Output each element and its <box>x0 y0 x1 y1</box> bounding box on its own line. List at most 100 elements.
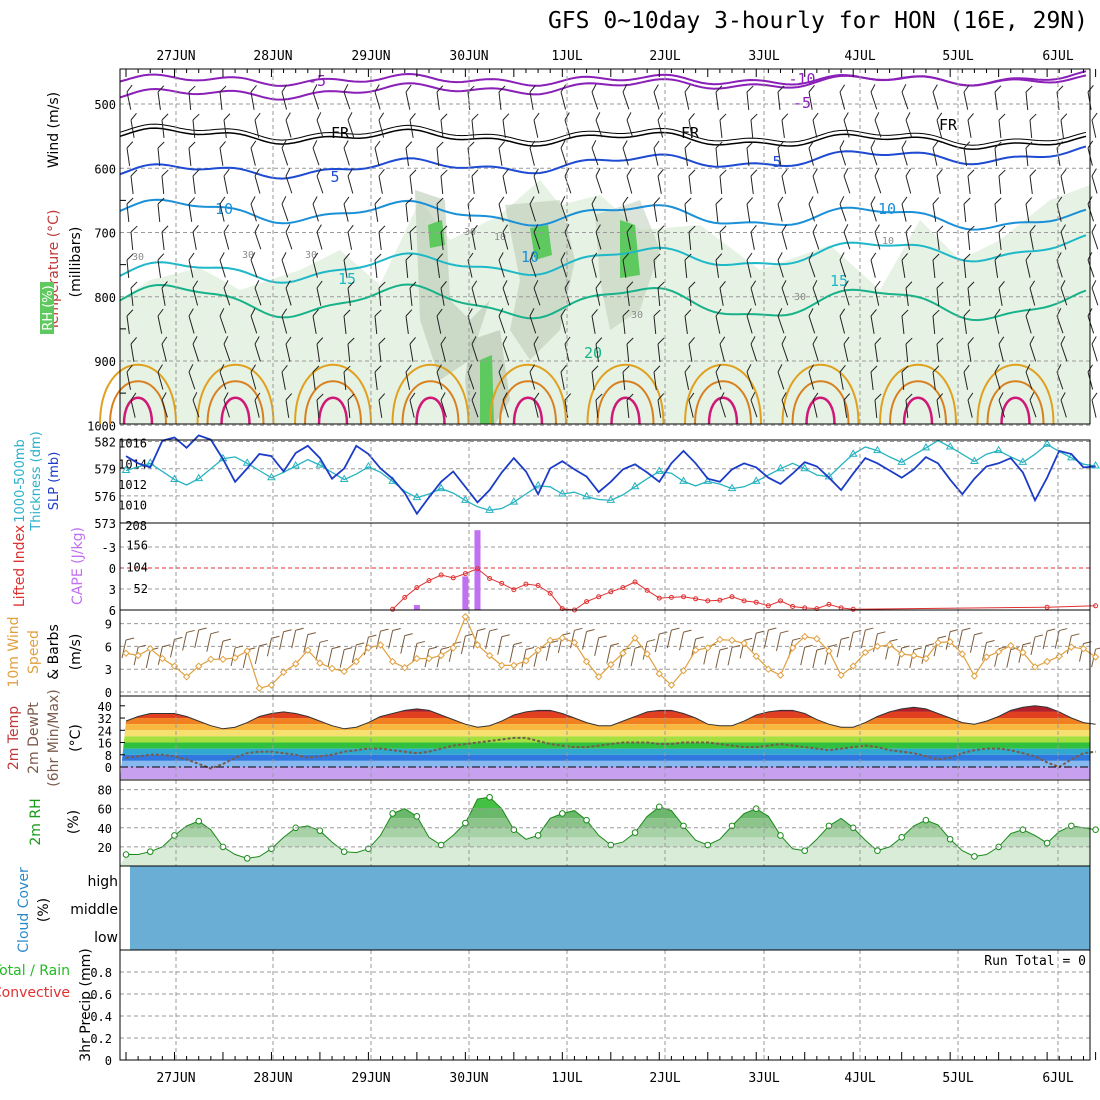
upper-wind-barb <box>657 337 665 362</box>
wind-speed-marker <box>873 642 882 651</box>
upper-wind-barb <box>498 196 505 222</box>
upper-wind-barb <box>998 336 1005 362</box>
upper-wind-barb <box>653 84 660 110</box>
isotherm-minus10 <box>119 72 1087 87</box>
thickness-marker <box>703 476 713 484</box>
li-marker <box>559 606 565 612</box>
isotherm-label: -10 <box>788 70 815 88</box>
upper-wind-barb <box>409 225 417 250</box>
upper-wind-barb <box>1087 85 1094 110</box>
upper-wind-barb <box>688 281 696 306</box>
thickness-line <box>125 439 1096 511</box>
surface-wind-barb <box>569 627 583 649</box>
wind-speed-marker <box>558 634 567 642</box>
rh2m-marker <box>777 832 784 839</box>
ylabel-rh-unit: (%) <box>66 810 82 834</box>
upper-wind-barb <box>529 196 536 222</box>
cape-tick-label: 52 <box>134 582 148 596</box>
surface-wind-barb <box>582 629 595 650</box>
cloud-panel: high middle low Cloud Cover (%) <box>16 866 1090 953</box>
thermal-arc <box>415 396 446 425</box>
surface-wind-barb <box>557 632 571 654</box>
upper-wind-barb <box>719 113 727 138</box>
upper-wind-barb <box>932 365 940 390</box>
li-marker <box>608 589 614 595</box>
upper-wind-barb <box>812 168 819 194</box>
upper-wind-barb <box>932 197 940 222</box>
wind-speed-marker <box>316 659 324 667</box>
upper-wind-barb <box>622 253 629 278</box>
upper-wind-barb <box>347 337 355 362</box>
upper-wind-barb <box>560 252 568 278</box>
slp-tick-label: 1010 <box>118 498 147 512</box>
upper-wind-barb <box>653 253 661 278</box>
panel-frame <box>119 522 1091 611</box>
pressure-tick-label: 1000 <box>87 419 116 433</box>
upper-wind-barb <box>994 308 1001 334</box>
upper-wind-barb <box>250 140 257 166</box>
thickness-marker <box>897 457 907 465</box>
surface-wind-barb <box>545 640 559 661</box>
rh2m-marker <box>655 803 663 811</box>
upper-wind-barb <box>529 140 536 166</box>
upper-wind-barb <box>905 337 913 362</box>
upper-wind-barb <box>254 168 261 194</box>
temp-tick-label: 0 <box>105 761 112 775</box>
wind-speed-marker <box>837 671 845 679</box>
upper-wind-barb <box>533 392 540 418</box>
wind-speed-marker <box>413 654 421 663</box>
rh-contour-label: 30 <box>132 252 144 263</box>
upper-wind-barb <box>781 113 789 138</box>
upper-wind-barb <box>843 280 850 306</box>
upper-wind-barb <box>932 309 940 334</box>
upper-wind-barb <box>715 85 723 110</box>
wind-speed-marker <box>243 647 251 655</box>
upper-wind-barb <box>564 280 571 306</box>
surface-wind-barb <box>715 647 729 669</box>
wind-speed-marker <box>437 651 445 660</box>
upper-wind-barb <box>223 336 231 362</box>
li-marker <box>390 606 396 612</box>
upper-wind-barb <box>874 393 882 418</box>
thickness-marker <box>557 489 567 497</box>
upper-wind-barb <box>626 337 634 362</box>
upper-wind-barb <box>1056 85 1064 110</box>
upper-wind-barb <box>1025 364 1033 390</box>
upper-wind-barb <box>932 84 939 110</box>
rh2m-marker <box>874 847 881 855</box>
upper-wind-barb <box>502 392 509 418</box>
wind-speed-line <box>125 615 1096 689</box>
panel-frame <box>119 439 1091 524</box>
upper-wind-barb <box>591 365 599 390</box>
panel-frame <box>119 949 1091 1061</box>
upper-wind-barb <box>467 141 475 166</box>
upper-wind-barb <box>316 224 323 250</box>
isotherm-5 <box>119 145 1087 180</box>
upper-wind-barb <box>471 224 478 250</box>
surface-wind-barb <box>339 647 353 668</box>
ylabel-wind10-barbs: & Barbs <box>46 624 62 680</box>
upper-wind-barb <box>746 308 753 334</box>
li-marker <box>656 595 662 601</box>
upper-wind-barb <box>808 140 815 166</box>
surface-wind-barb <box>279 629 292 650</box>
upper-wind-barb <box>994 85 1002 110</box>
upper-wind-barb <box>750 392 758 418</box>
surface-wind-barb <box>254 643 268 664</box>
upper-wind-barb <box>1060 280 1068 306</box>
ylabel-li: Lifted Index <box>12 525 28 607</box>
wind-speed-marker <box>498 661 506 670</box>
surface-wind-barb <box>969 632 983 653</box>
upper-wind-barb <box>130 392 137 418</box>
thickness-marker <box>873 445 882 454</box>
wind-speed-marker <box>364 644 373 652</box>
upper-wind-barb <box>312 252 319 278</box>
run-total: Run Total = 0 <box>984 954 1086 969</box>
wind-speed-marker <box>655 670 663 678</box>
wind-speed-marker <box>146 644 154 653</box>
upper-wind-barb <box>1029 169 1037 194</box>
upper-wind-barb <box>901 196 908 222</box>
upper-wind-barb <box>719 225 727 250</box>
upper-wind-barb <box>781 392 788 418</box>
upper-wind-barb <box>1029 280 1036 306</box>
